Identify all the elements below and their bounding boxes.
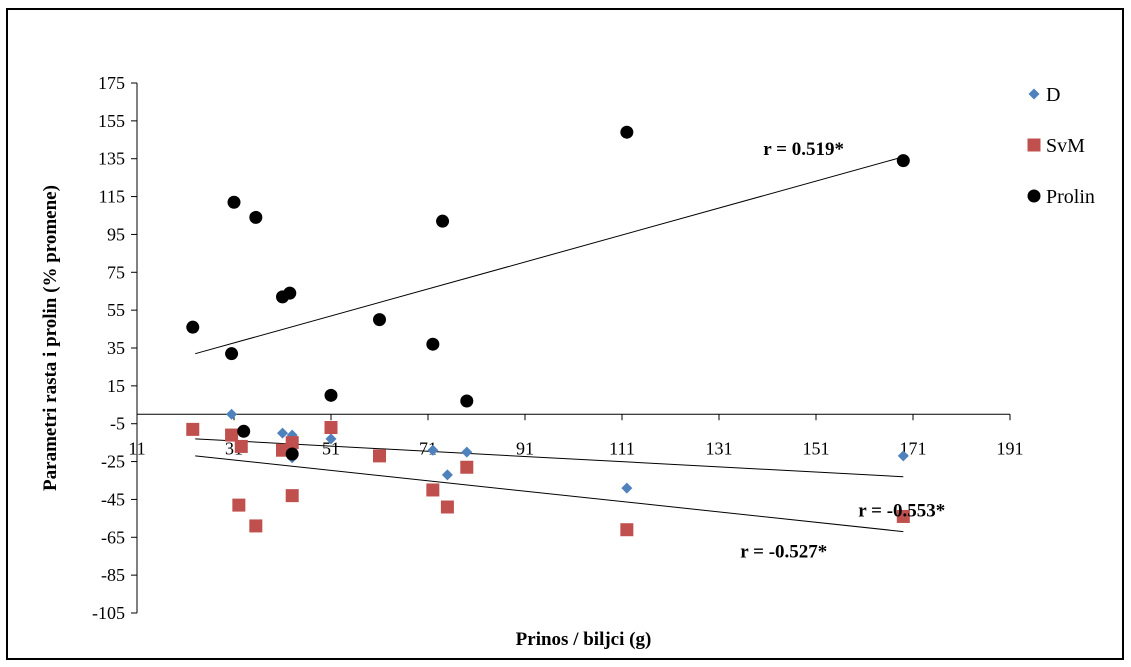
point-svm [225,428,239,442]
point-svm [620,523,634,537]
y-tick-label: 135 [98,149,125,169]
point-d [461,446,473,458]
point-prolin [896,154,910,168]
point-d [621,482,633,494]
trendline-d [195,438,904,478]
y-tick-label: 95 [107,224,125,244]
legend: D SvM Prolin [1027,84,1095,208]
x-tick-label: 91 [516,438,534,458]
point-prolin [436,214,450,228]
trend-label-svm: r = -0.527* [740,542,827,563]
point-svm [249,519,263,533]
x-tick-label: 11 [128,438,145,458]
point-svm [373,449,386,463]
point-svm [426,483,440,497]
point-svm [460,460,474,474]
point-d [897,450,909,462]
y-tick-label: -65 [101,527,125,547]
trendlines [195,156,904,533]
y-tick-label: 55 [107,300,125,320]
y-tick-label: -45 [101,489,125,509]
scatter-chart: 175 155 135 115 95 75 55 35 15 -5 -25 -45 -65 -85 -105… [40,73,1095,650]
y-tick-label: 75 [107,262,125,282]
point-svm [896,509,910,523]
point-prolin [237,424,251,438]
point-d [427,444,439,456]
point-svm [324,421,338,434]
point-prolin [426,337,440,351]
point-prolin [227,195,241,209]
legend-label-svm: SvM [1046,135,1085,157]
legend-marker-d [1028,88,1040,100]
trendline-prolin [195,156,904,355]
point-svm [234,439,248,453]
y-tick-label: -25 [101,452,125,472]
point-prolin [373,313,386,327]
point-prolin [249,210,263,224]
point-prolin [460,394,474,408]
x-tick-label: 51 [322,438,340,458]
trend-label-prolin: r = 0.519* [763,139,844,160]
point-prolin [186,320,200,334]
y-tick-label: -105 [92,603,125,623]
x-axis-title: Prinos / biljci (g) [516,629,652,650]
x-tick-label: 151 [803,438,830,458]
y-tick-label: -85 [101,565,125,585]
x-tick-label: 131 [706,438,733,458]
y-axis-title: Parametri rasta i prolin (% promene) [40,185,61,491]
trendline-svm [195,455,904,533]
point-svm [285,489,299,503]
data-points [186,125,910,537]
point-svm [186,422,200,436]
trend-label-d: r = -0.553* [858,501,945,522]
y-tick-label: 175 [98,73,125,93]
point-svm [285,436,299,450]
legend-label-prolin: Prolin [1046,186,1095,208]
legend-marker-svm [1027,138,1041,152]
y-tick-label: 115 [99,187,125,207]
y-tick-label: -5 [110,414,125,434]
axes: 175 155 135 115 95 75 55 35 15 -5 -25 -45 -65 -85 -105… [92,73,1024,623]
point-d [325,433,337,445]
y-tick-label: 35 [107,338,125,358]
point-d [277,427,288,439]
y-tick-label: 155 [98,111,125,131]
point-prolin [283,286,297,300]
x-tick-label: 171 [900,438,927,458]
point-svm [232,498,246,512]
point-svm [440,500,454,514]
trend-annotations: r = -0.553* r = -0.527* r = 0.519* [740,139,945,563]
x-tick-label: 111 [609,438,635,458]
legend-marker-prolin [1027,189,1041,203]
legend-label-d: D [1046,84,1060,106]
chart-frame: 175 155 135 115 95 75 55 35 15 -5 -25 -45 -65 -85 -105… [6,8,1124,660]
point-prolin [225,347,239,361]
x-tick-label: 191 [997,438,1024,458]
point-d [226,408,238,420]
point-prolin [285,447,299,461]
point-prolin [324,388,338,402]
point-prolin [620,125,634,139]
point-d [441,469,453,481]
y-tick-label: 15 [107,376,125,396]
